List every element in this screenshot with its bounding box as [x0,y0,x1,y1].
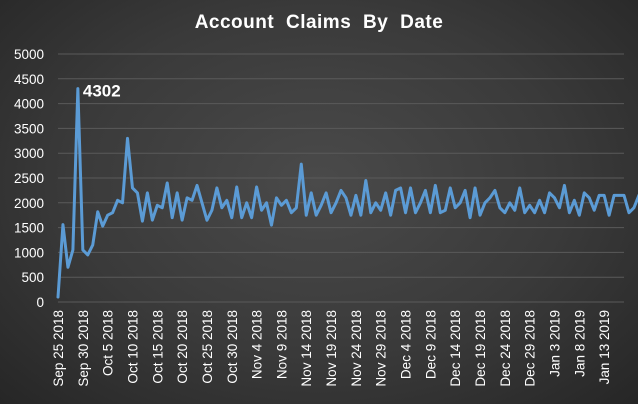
y-tick-label: 0 [36,295,44,310]
x-tick-label: Jan 8 2019 [572,310,587,377]
x-tick-label: Dec 24 2018 [498,310,513,387]
y-tick-label: 1500 [14,221,44,236]
y-tick-label: 3500 [14,121,44,136]
x-tick-label: Oct 25 2018 [200,310,215,384]
x-tick-label: Nov 14 2018 [299,310,314,387]
x-tick-label: Nov 24 2018 [349,310,364,387]
y-tick-label: 4500 [14,72,44,87]
x-tick-label: Oct 15 2018 [150,310,165,384]
x-tick-label: Sep 25 2018 [51,310,66,387]
x-tick-label: Dec 4 2018 [399,310,414,379]
x-tick-label: Oct 5 2018 [101,310,116,376]
x-tick-label: Nov 4 2018 [250,310,265,379]
y-tick-label: 2500 [14,171,44,186]
x-tick-label: Nov 29 2018 [374,310,389,387]
x-tick-label: Jan 3 2019 [547,310,562,377]
x-tick-label: Oct 30 2018 [225,310,240,384]
y-tick-label: 3000 [14,146,44,161]
x-tick-label: Oct 20 2018 [175,310,190,384]
x-tick-label: Dec 29 2018 [523,310,538,387]
x-tick-label: Nov 19 2018 [324,310,339,387]
chart-title: Account Claims By Date [194,12,444,33]
x-tick-label: Jan 13 2019 [597,310,612,384]
series-line [56,87,638,299]
y-tick-label: 2000 [14,196,44,211]
peak-data-label: 4302 [83,82,121,101]
x-tick-label: Sep 30 2018 [76,310,91,387]
y-tick-label: 500 [21,270,44,285]
y-tick-label: 1000 [14,245,44,260]
x-tick-label: Oct 10 2018 [125,310,140,384]
x-tick-label: Dec 19 2018 [473,310,488,387]
y-tick-label: 4000 [14,97,44,112]
x-tick-label: Dec 14 2018 [448,310,463,387]
x-tick-label: Nov 9 2018 [274,310,289,379]
y-tick-label: 5000 [14,47,44,62]
x-tick-label: Dec 9 2018 [423,310,438,379]
